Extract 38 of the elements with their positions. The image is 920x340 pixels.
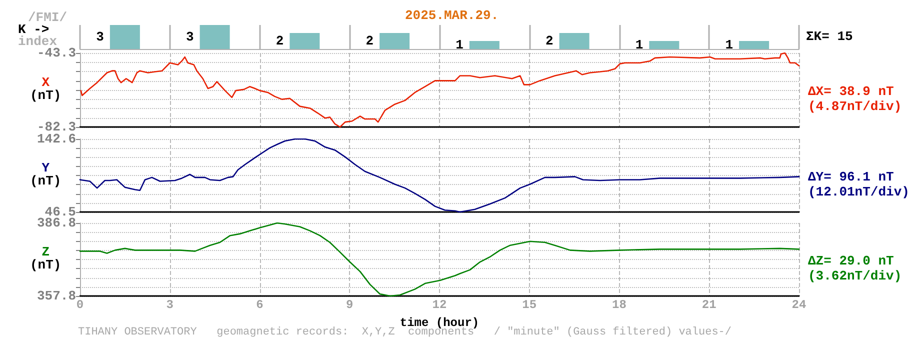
text: (4.87nT/div) bbox=[808, 99, 902, 114]
text: (12.01nT/div) bbox=[808, 184, 910, 200]
y-axis-title: Y (nT) bbox=[30, 160, 62, 188]
text: ΣK= 15 bbox=[806, 29, 854, 44]
chart-title: 2025.MAR.29. bbox=[405, 8, 499, 23]
data-label: 3 bbox=[96, 30, 104, 44]
x-axis-title: time (hour) bbox=[400, 316, 480, 330]
data-label: 1 bbox=[456, 38, 464, 52]
y-tick-label: 142.6 bbox=[36, 132, 76, 146]
x-tick-label: 24 bbox=[792, 298, 806, 312]
x-tick-label: 3 bbox=[166, 298, 174, 312]
text: ΔY= 96.1 nT bbox=[808, 170, 894, 184]
text: ΔX= 38.9 nT bbox=[808, 84, 894, 99]
x-tick-label: 6 bbox=[256, 298, 264, 312]
data-label: 3 bbox=[186, 30, 194, 44]
data-label: 1 bbox=[635, 38, 644, 52]
x-tick-label: 21 bbox=[702, 298, 716, 312]
text: (3.62nT/div) bbox=[808, 268, 902, 284]
y-axis-title: K -> bbox=[18, 22, 50, 37]
data-label: 2 bbox=[366, 34, 374, 48]
x-tick-label: 18 bbox=[612, 298, 626, 312]
x-tick-label: 0 bbox=[76, 298, 84, 312]
x-tick-label: 15 bbox=[522, 298, 537, 312]
y-axis-title: X (nT) bbox=[30, 75, 62, 103]
line-series bbox=[80, 52, 800, 128]
y-tick-label: -82.3 bbox=[36, 120, 76, 134]
y-axis-title: Z (nT) bbox=[30, 244, 62, 272]
data-label: 2 bbox=[276, 34, 284, 48]
x-tick-label: 9 bbox=[346, 298, 354, 312]
text: /FMI/ bbox=[28, 10, 68, 25]
y-tick-label: 386.8 bbox=[36, 216, 76, 230]
text: ΔZ= 29.0 nT bbox=[808, 254, 894, 268]
line-series bbox=[79, 138, 800, 213]
data-label: 1 bbox=[725, 38, 734, 52]
data-label: 2 bbox=[546, 34, 554, 48]
y-tick-label: 357.8 bbox=[36, 288, 76, 304]
x-tick-label: 12 bbox=[432, 298, 447, 312]
line-series bbox=[79, 222, 800, 297]
